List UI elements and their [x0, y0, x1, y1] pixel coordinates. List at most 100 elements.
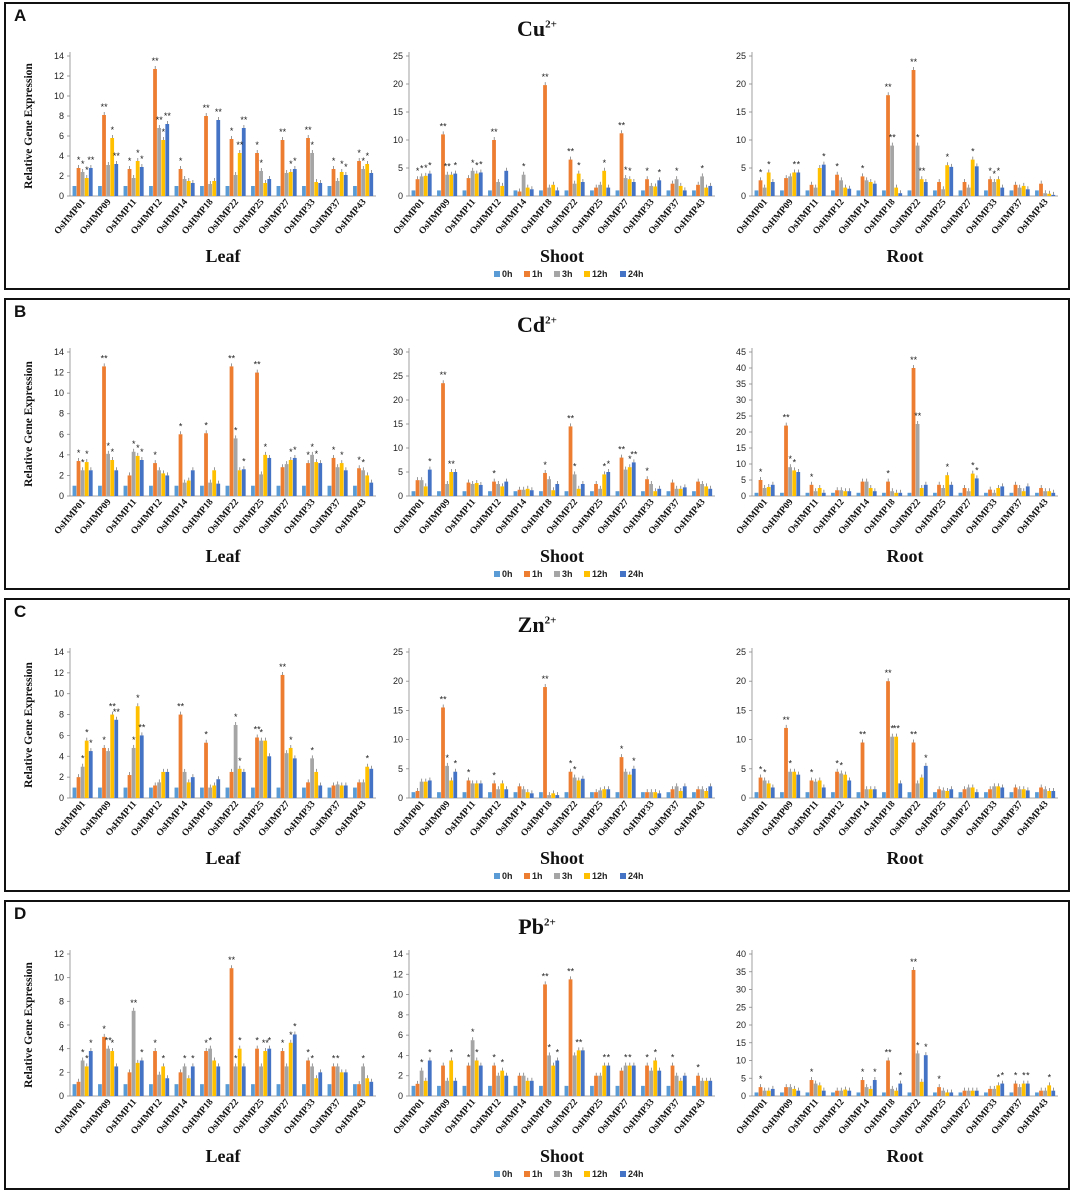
bar-oshmp14-12h	[525, 187, 530, 196]
significance-mark: **	[113, 707, 121, 717]
bar-oshmp25-24h	[949, 789, 954, 798]
significance-mark: **	[893, 724, 901, 734]
bar-oshmp01-1h	[76, 777, 81, 798]
bar-oshmp09-0h	[98, 186, 102, 196]
legend-label-24h: 24h	[628, 1169, 644, 1179]
bar-oshmp11-24h	[821, 787, 826, 798]
bar-oshmp09-1h	[102, 115, 106, 196]
legend-label-0h: 0h	[502, 1169, 513, 1179]
bar-oshmp37-3h	[674, 488, 679, 496]
bar-oshmp18-24h	[216, 483, 221, 496]
significance-mark: *	[492, 469, 496, 479]
bar-oshmp25-3h	[259, 474, 263, 496]
bar-oshmp37-12h	[678, 790, 683, 798]
bar-oshmp43-24h	[1051, 194, 1056, 196]
significance-mark: *	[183, 1053, 187, 1063]
bar-oshmp37-3h	[674, 786, 679, 798]
significance-mark: *	[81, 457, 85, 467]
bar-oshmp33-0h	[641, 190, 645, 196]
bar-oshmp09-24h	[114, 719, 119, 798]
bar-oshmp27-0h	[615, 1085, 620, 1096]
panel-a: A Cu2+ Relative Gene Expression 0 2 4 6 8 10 12 14…	[4, 2, 1070, 290]
bar-oshmp18-0h	[200, 1084, 204, 1096]
bar-oshmp14-0h	[513, 792, 518, 798]
legend-swatch-3h	[554, 1171, 560, 1177]
ion-charge: 2+	[545, 18, 557, 31]
significance-mark: *	[632, 756, 636, 766]
bar-oshmp33-0h	[984, 1092, 988, 1096]
bar-oshmp43-0h	[353, 186, 357, 196]
significance-mark: **	[440, 370, 448, 380]
bar-oshmp27-3h	[284, 753, 289, 798]
bar-oshmp09-0h	[98, 485, 102, 496]
bar-oshmp14-0h	[513, 190, 518, 196]
significance-mark: *	[924, 1042, 928, 1052]
significance-mark: **	[618, 445, 626, 455]
ion-charge: 2+	[545, 314, 557, 327]
bar-oshmp37-1h	[331, 457, 336, 496]
significance-mark: *	[140, 447, 144, 457]
bar-oshmp43-1h	[1039, 1090, 1043, 1096]
bar-oshmp14-1h	[178, 714, 183, 798]
bar-oshmp22-12h	[237, 1048, 242, 1096]
bar-oshmp01-0h	[411, 792, 416, 798]
bar-oshmp33-3h	[649, 792, 653, 798]
legend-swatch-1h	[524, 271, 530, 277]
bar-oshmp27-0h	[958, 792, 963, 798]
bar-oshmp01-24h	[88, 751, 93, 798]
bar-oshmp09-12h	[792, 172, 797, 196]
bar-oshmp14-1h	[860, 176, 865, 196]
significance-mark: *	[153, 1038, 157, 1048]
bar-oshmp18-1h	[886, 1060, 890, 1096]
significance-mark: *	[136, 148, 140, 158]
bar-oshmp27-12h	[288, 747, 293, 798]
y-tick-label: 5	[741, 163, 746, 173]
bar-oshmp22-3h	[233, 1066, 238, 1096]
bar-oshmp18-24h	[555, 795, 560, 798]
y-tick-label: 15	[393, 705, 403, 715]
bar-oshmp27-1h	[280, 1051, 285, 1096]
significance-mark: **	[491, 127, 499, 137]
bar-oshmp18-24h	[898, 492, 903, 496]
y-tick-label: 20	[393, 79, 403, 89]
bar-oshmp11-3h	[470, 170, 475, 196]
bar-oshmp12-3h	[496, 1075, 500, 1096]
significance-mark: **	[889, 133, 897, 143]
bar-oshmp14-12h	[186, 480, 191, 496]
tissue-label: Shoot	[540, 546, 584, 566]
y-tick-label: 14	[393, 949, 403, 959]
bar-oshmp11-0h	[123, 787, 128, 798]
legend-label-3h: 3h	[562, 1169, 573, 1179]
significance-mark: *	[916, 133, 920, 143]
significance-mark: *	[1001, 1071, 1005, 1081]
bar-oshmp33-12h	[996, 488, 1001, 496]
bar-oshmp18-3h	[547, 1055, 551, 1096]
bar-oshmp37-1h	[670, 1065, 675, 1096]
y-axis-label: Relative Gene Expression	[23, 962, 35, 1088]
bar-oshmp01-24h	[88, 470, 93, 496]
bar-oshmp14-24h	[529, 189, 534, 196]
bar-oshmp12-12h	[500, 1070, 505, 1096]
bar-oshmp09-12h	[449, 1060, 454, 1096]
bar-oshmp01-3h	[762, 780, 767, 798]
bar-oshmp33-24h	[1000, 787, 1005, 798]
bar-oshmp27-24h	[974, 792, 979, 798]
bar-oshmp11-0h	[462, 491, 467, 496]
significance-mark: *	[332, 156, 336, 166]
bar-oshmp33-1h	[645, 479, 649, 496]
bar-oshmp01-3h	[80, 1060, 85, 1096]
bar-oshmp09-24h	[796, 472, 801, 496]
bar-oshmp18-1h	[543, 687, 547, 798]
panel-letter: C	[14, 602, 27, 621]
bar-oshmp01-24h	[427, 1060, 432, 1096]
significance-mark: *	[191, 1053, 195, 1063]
significance-mark: *	[522, 162, 526, 172]
legend-label-3h: 3h	[562, 871, 573, 881]
bar-oshmp43-1h	[357, 161, 361, 196]
bar-oshmp18-3h	[208, 184, 212, 196]
bar-oshmp14-24h	[190, 777, 195, 798]
bar-oshmp11-3h	[813, 491, 818, 496]
significance-mark: **	[203, 103, 211, 113]
significance-mark: *	[454, 161, 458, 171]
